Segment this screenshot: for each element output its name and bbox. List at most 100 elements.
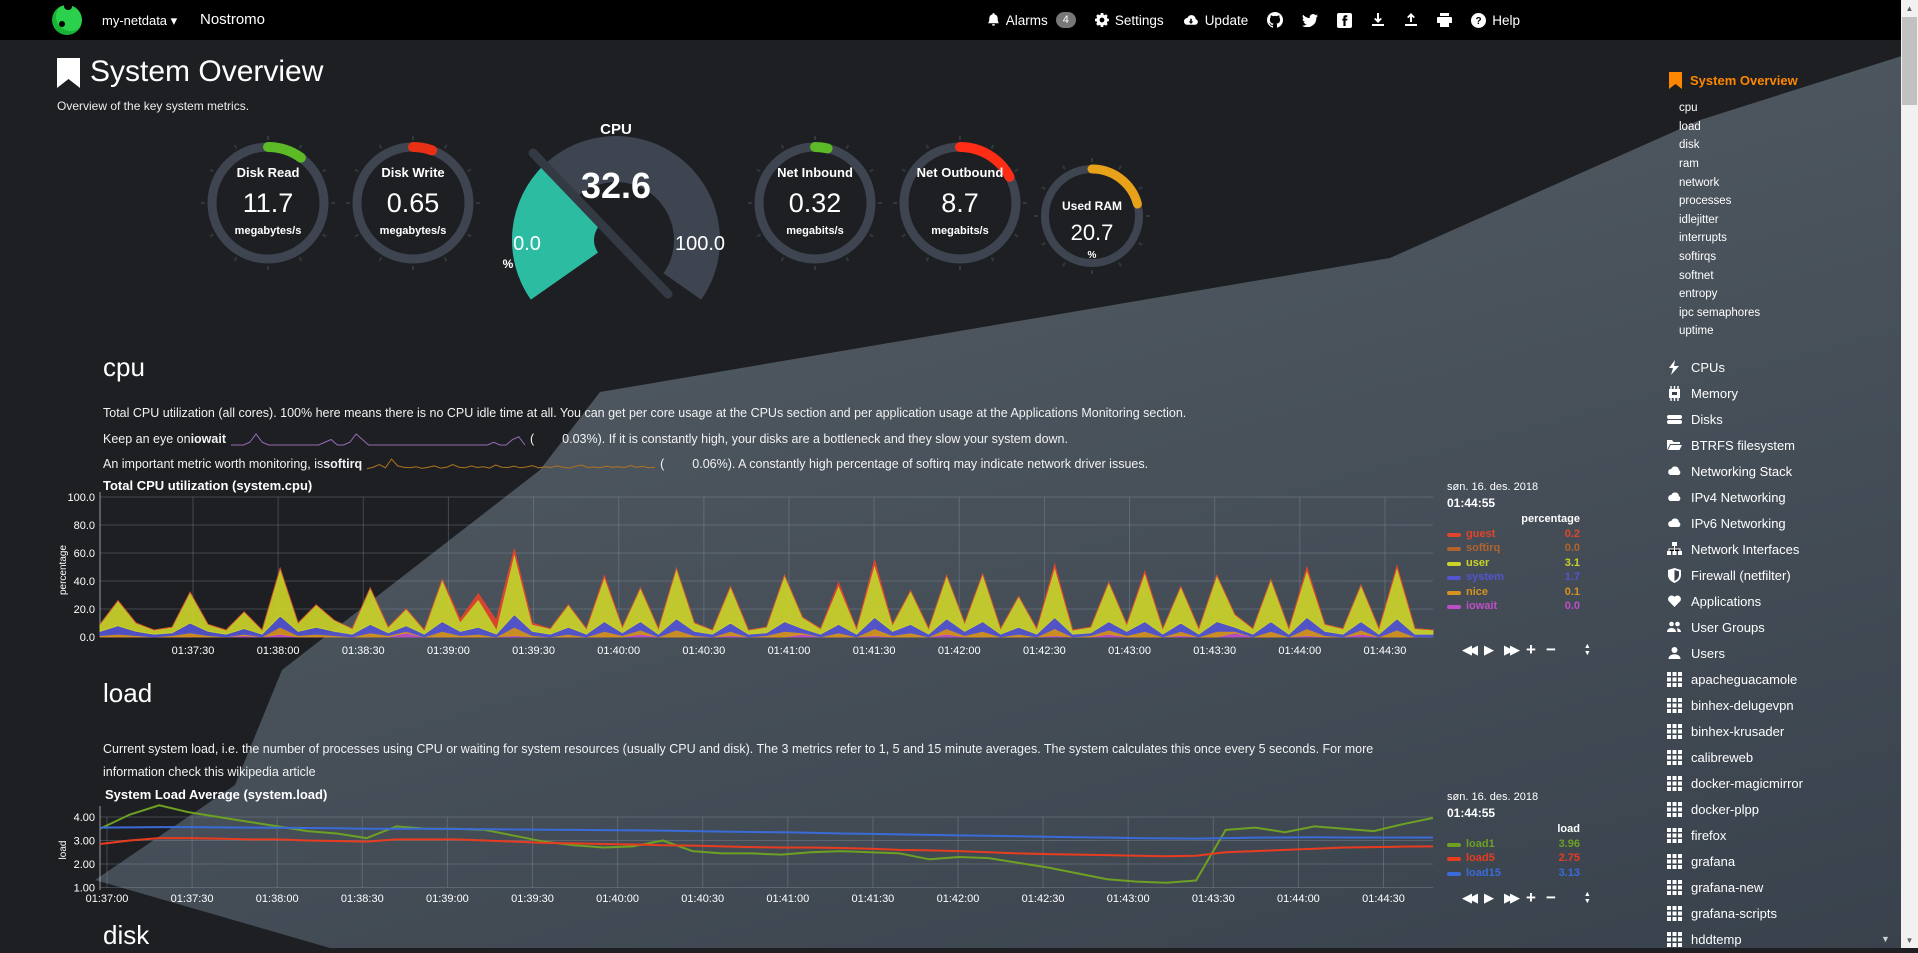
sidebar-anchor-network[interactable]: network — [1679, 176, 1720, 189]
github-button[interactable] — [1267, 12, 1284, 28]
sidebar-anchor-processes[interactable]: processes — [1679, 195, 1732, 208]
alarms-button[interactable]: Alarms 4 — [987, 12, 1076, 28]
pan-backward-button[interactable]: ◀◀ — [1462, 642, 1478, 657]
sidebar-item-binhex-delugevpn[interactable]: binhex-delugevpn — [1667, 693, 1901, 719]
twitter-button[interactable] — [1302, 13, 1319, 27]
svg-text:32.6: 32.6 — [581, 165, 651, 206]
cpu-gauge[interactable]: CPU 32.6 0.0 100.0% — [503, 121, 725, 300]
sidebar-anchor-disk[interactable]: disk — [1679, 139, 1700, 152]
load-chart-legend-item-load15[interactable]: load15 3.13 — [1447, 867, 1580, 881]
sidebar-item-label: Networking Stack — [1691, 464, 1793, 480]
resize-handle[interactable]: ▲ ▼ — [1584, 891, 1591, 905]
net-inbound-gauge[interactable]: Net Inbound 0.32 megabits/s — [748, 136, 882, 270]
sidebar-item-calibreweb[interactable]: calibreweb — [1667, 745, 1901, 771]
sidebar-item-user-groups[interactable]: User Groups — [1667, 615, 1901, 641]
grid-icon — [1667, 932, 1682, 948]
cpu-chart-legend-item-softirq[interactable]: softirq 0.0 — [1447, 542, 1580, 556]
sidebar-item-btrfs-filesystem[interactable]: BTRFS filesystem — [1667, 433, 1901, 459]
zoom-in-button[interactable]: + — [1526, 888, 1536, 907]
hostname-dropdown[interactable]: my-netdata ▾ — [102, 13, 177, 29]
cpu-desc-line3-prefix: An important metric worth monitoring, is — [103, 457, 324, 471]
sidebar-item-cpus[interactable]: CPUs — [1667, 355, 1901, 381]
pan-backward-button[interactable]: ◀◀ — [1462, 890, 1478, 905]
zoom-in-button[interactable]: + — [1526, 640, 1536, 659]
play-button[interactable]: ▶ — [1484, 890, 1494, 905]
scrollbar-thumb[interactable] — [1902, 17, 1917, 105]
sidebar-item-docker-plpp[interactable]: docker-plpp — [1667, 797, 1901, 823]
help-button[interactable]: ? Help — [1471, 12, 1520, 28]
svg-text:percentage: percentage — [58, 545, 69, 595]
sidebar-item-hddtemp[interactable]: hddtemp — [1667, 927, 1901, 953]
disk-read-gauge[interactable]: Disk Read 11.7 megabytes/s — [201, 136, 335, 270]
sidebar-item-label: hddtemp — [1691, 932, 1742, 948]
sidebar-anchor-ipc-semaphores[interactable]: ipc semaphores — [1679, 306, 1761, 319]
sidebar-item-grafana-scripts[interactable]: grafana-scripts — [1667, 901, 1901, 927]
sidebar-item-system-overview[interactable]: System Overview — [1669, 72, 1901, 89]
legend-series-name: load15 — [1466, 866, 1501, 879]
sidebar-item-ipv4-networking[interactable]: IPv4 Networking — [1667, 485, 1901, 511]
settings-button[interactable]: Settings — [1094, 13, 1164, 28]
sidebar-item-memory[interactable]: Memory — [1667, 381, 1901, 407]
sidebar-anchor-load[interactable]: load — [1679, 120, 1701, 133]
load-desc-line2[interactable]: information check this wikipedia article — [103, 765, 316, 779]
cpu-chart-legend-item-user[interactable]: user 3.1 — [1447, 557, 1580, 571]
shield-icon — [1668, 568, 1681, 584]
legend-swatch — [1447, 871, 1461, 876]
sidebar-anchor-ram[interactable]: ram — [1679, 158, 1699, 171]
sidebar-scroll-caret-icon[interactable]: ▼ — [1881, 934, 1890, 944]
sidebar-item-apacheguacamole[interactable]: apacheguacamole — [1667, 667, 1901, 693]
sidebar-item-grafana-new[interactable]: grafana-new — [1667, 875, 1901, 901]
scrollbar-up-arrow[interactable]: ▲ — [1905, 3, 1914, 13]
legend-series-name: load5 — [1466, 852, 1495, 865]
sidebar-item-ipv6-networking[interactable]: IPv6 Networking — [1667, 511, 1901, 537]
zoom-out-button[interactable]: − — [1545, 888, 1556, 907]
sidebar-item-label: Firewall (netfilter) — [1691, 568, 1791, 584]
sidebar-item-label: Users — [1691, 646, 1725, 662]
facebook-button[interactable] — [1337, 12, 1353, 28]
sidebar-item-applications[interactable]: Applications — [1667, 589, 1901, 615]
update-button[interactable]: Update — [1183, 13, 1248, 28]
sidebar-item-disks[interactable]: Disks — [1667, 407, 1901, 433]
svg-text:megabytes/s: megabytes/s — [380, 225, 447, 237]
legend-series-value: 0.1 — [1564, 585, 1580, 598]
cpu-chart-legend-item-guest[interactable]: guest 0.2 — [1447, 528, 1580, 542]
sidebar-item-firewall-netfilter-[interactable]: Firewall (netfilter) — [1667, 563, 1901, 589]
sidebar-anchor-idlejitter[interactable]: idlejitter — [1679, 213, 1719, 226]
cpu-section-heading: cpu — [103, 352, 145, 382]
sidebar-anchor-entropy[interactable]: entropy — [1679, 288, 1718, 301]
sidebar-item-label: CPUs — [1691, 360, 1725, 376]
sidebar-item-firefox[interactable]: firefox — [1667, 823, 1901, 849]
load-chart-legend-item-load1[interactable]: load1 3.96 — [1447, 838, 1580, 852]
cpu-chart-legend-item-system[interactable]: system 1.7 — [1447, 571, 1580, 585]
print-button[interactable] — [1437, 13, 1453, 27]
sidebar-item-docker-magicmirror[interactable]: docker-magicmirror — [1667, 771, 1901, 797]
legend-series-value: 1.7 — [1564, 571, 1580, 584]
browser-scrollbar[interactable]: ▲ ▼ — [1901, 0, 1918, 948]
twitter-icon — [1302, 13, 1319, 27]
sidebar-item-users[interactable]: Users — [1667, 641, 1901, 667]
sidebar-anchor-softirqs[interactable]: softirqs — [1679, 251, 1717, 264]
zoom-out-button[interactable]: − — [1545, 640, 1556, 659]
sidebar-anchor-cpu[interactable]: cpu — [1679, 102, 1698, 115]
sidebar-anchor-interrupts[interactable]: interrupts — [1679, 232, 1727, 245]
play-button[interactable]: ▶ — [1484, 642, 1494, 657]
net-outbound-gauge[interactable]: Net Outbound 8.7 megabits/s — [893, 136, 1027, 270]
sidebar-item-networking-stack[interactable]: Networking Stack — [1667, 459, 1901, 485]
sidebar-item-network-interfaces[interactable]: Network Interfaces — [1667, 537, 1901, 563]
load-chart-legend-item-load5[interactable]: load5 2.75 — [1447, 852, 1580, 866]
pan-forward-button[interactable]: ▶▶ — [1504, 642, 1520, 657]
sidebar-anchor-uptime[interactable]: uptime — [1679, 325, 1714, 338]
sidebar-item-binhex-krusader[interactable]: binhex-krusader — [1667, 719, 1901, 745]
download-button[interactable] — [1371, 13, 1385, 27]
cpu-chart-legend-item-nice[interactable]: nice 0.1 — [1447, 586, 1580, 600]
sidebar-item-grafana[interactable]: grafana — [1667, 849, 1901, 875]
used-ram-gauge[interactable]: Used RAM 20.7% — [1034, 158, 1150, 274]
upload-button[interactable] — [1404, 13, 1418, 27]
cpu-chart-legend-item-iowait[interactable]: iowait 0.0 — [1447, 600, 1580, 614]
disk-write-gauge[interactable]: Disk Write 0.65 megabytes/s — [346, 136, 480, 270]
sidebar-anchor-softnet[interactable]: softnet — [1679, 269, 1714, 282]
resize-handle[interactable]: ▲ ▼ — [1584, 643, 1591, 657]
netdata-logo-icon[interactable] — [52, 5, 82, 35]
scrollbar-down-arrow[interactable]: ▼ — [1905, 935, 1914, 945]
pan-forward-button[interactable]: ▶▶ — [1504, 890, 1520, 905]
